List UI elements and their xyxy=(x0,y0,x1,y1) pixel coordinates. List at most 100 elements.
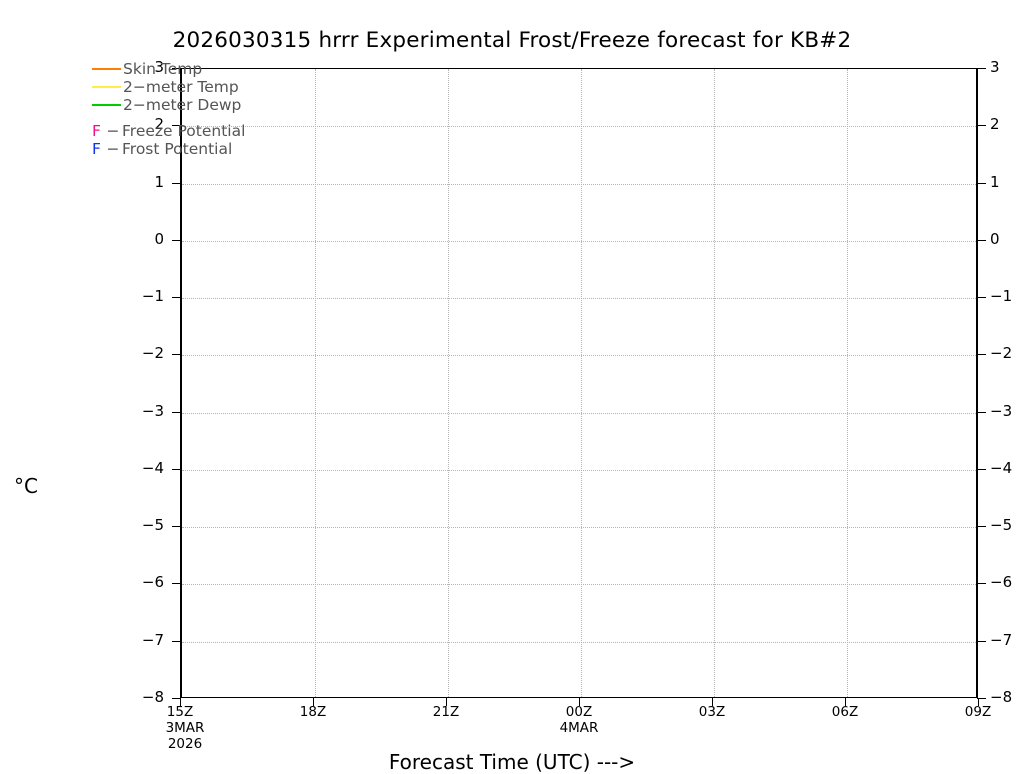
gridline-vertical xyxy=(448,69,449,697)
gridline-horizontal xyxy=(182,469,976,471)
y-axis-label-right: −6 xyxy=(990,573,1013,592)
y-axis-label-left: −4 xyxy=(141,458,164,477)
x-axis-label: 21Z xyxy=(432,704,460,720)
legend-dash-separator: − xyxy=(106,122,120,140)
plot-area xyxy=(180,68,978,698)
legend-item-label: Freeze Potential xyxy=(122,122,246,140)
y-axis-tick-right xyxy=(977,297,986,299)
legend-item[interactable]: F − Frost Potential xyxy=(92,140,245,158)
legend-line-swatch-icon xyxy=(92,104,121,106)
y-axis-label-right: −5 xyxy=(990,516,1013,535)
y-axis-label-right: −4 xyxy=(990,458,1013,477)
y-axis-label-left: −5 xyxy=(141,516,164,535)
y-axis-tick-left xyxy=(172,182,181,184)
y-axis-label-left: −2 xyxy=(141,344,164,363)
legend-item[interactable]: 2−meter Dewp xyxy=(92,96,245,114)
y-axis-tick-left xyxy=(172,239,181,241)
x-axis-title: Forecast Time (UTC) ---> xyxy=(388,750,636,774)
y-axis-tick-left xyxy=(172,68,181,69)
legend-item-label: Frost Potential xyxy=(122,140,233,158)
y-axis-tick-left xyxy=(172,411,181,413)
gridline-vertical xyxy=(714,69,715,697)
legend-dash-separator: − xyxy=(106,140,120,158)
x-axis-tick xyxy=(313,698,314,706)
y-axis-tick-left xyxy=(172,583,181,585)
x-axis-label: 06Z xyxy=(831,704,859,720)
gridline-vertical xyxy=(581,69,582,697)
gridline-horizontal xyxy=(182,355,976,357)
legend-line-swatch-icon xyxy=(92,86,121,88)
y-axis-label-left: −8 xyxy=(141,688,164,706)
y-axis-title: °C xyxy=(14,474,38,498)
x-axis-tick xyxy=(845,698,846,706)
y-axis-tick-right xyxy=(977,583,986,585)
y-axis-label-right: 0 xyxy=(990,229,1000,248)
y-axis-tick-left xyxy=(172,354,181,356)
y-axis-tick-right xyxy=(977,125,986,127)
gridline-vertical xyxy=(847,69,848,697)
y-axis-label-left: −7 xyxy=(141,630,164,649)
legend-item-label: 2−meter Dewp xyxy=(123,96,242,114)
y-axis-label-left: 3 xyxy=(154,58,164,76)
gridline-horizontal xyxy=(182,298,976,300)
y-axis-tick-right xyxy=(977,468,986,470)
y-axis-label-left: 0 xyxy=(154,229,164,248)
y-axis-tick-right xyxy=(977,640,986,642)
x-axis-date-start: 3MAR xyxy=(165,720,205,736)
y-axis-tick-right xyxy=(977,182,986,184)
y-axis-tick-left xyxy=(172,297,181,299)
gridline-horizontal xyxy=(182,584,976,586)
legend-spacer xyxy=(92,114,245,122)
gridline-horizontal xyxy=(182,183,976,185)
legend-item-label: 2−meter Temp xyxy=(123,78,239,96)
legend-letter-marker-icon: F xyxy=(92,122,101,140)
y-axis-tick-right xyxy=(977,239,986,241)
x-axis-date-midnight: 4MAR xyxy=(559,720,599,736)
y-axis-tick-right xyxy=(977,698,986,699)
y-axis-label-left: −6 xyxy=(141,573,164,592)
x-axis-year-start: 2026 xyxy=(167,736,203,752)
y-axis-label-right: 2 xyxy=(990,115,1000,134)
y-axis-tick-left xyxy=(172,698,181,699)
x-axis-label: 09Z xyxy=(964,704,992,720)
y-axis-label-right: −2 xyxy=(990,344,1013,363)
x-axis-tick xyxy=(579,698,580,706)
x-axis-tick xyxy=(180,698,181,706)
y-axis-tick-right xyxy=(977,354,986,356)
y-axis-label-right: −3 xyxy=(990,401,1013,420)
legend-item[interactable]: F − Freeze Potential xyxy=(92,122,245,140)
y-axis-label-left: 2 xyxy=(154,115,164,134)
x-axis-tick xyxy=(712,698,713,706)
x-axis-label: 15Z xyxy=(166,704,194,720)
y-axis-label-right: −1 xyxy=(990,287,1013,306)
y-axis-label-left: −1 xyxy=(141,287,164,306)
y-axis-tick-right xyxy=(977,68,986,69)
y-axis-tick-right xyxy=(977,411,986,413)
gridline-vertical xyxy=(315,69,316,697)
x-axis-tick xyxy=(446,698,447,706)
y-axis-tick-left xyxy=(172,526,181,528)
y-axis-tick-left xyxy=(172,640,181,642)
page-title: 2026030315 hrrr Experimental Frost/Freez… xyxy=(172,28,852,53)
y-axis-label-right: −8 xyxy=(990,688,1013,706)
legend: Skin Temp 2−meter Temp 2−meter Dewp F − Freez… xyxy=(92,60,245,158)
y-axis-label-left: 1 xyxy=(154,172,164,191)
y-axis-label-right: 3 xyxy=(990,58,1000,76)
y-axis-label-right: −7 xyxy=(990,630,1013,649)
legend-item[interactable]: Skin Temp xyxy=(92,60,245,78)
x-axis-label: 18Z xyxy=(299,704,327,720)
gridline-horizontal xyxy=(182,240,976,242)
legend-item-label: Skin Temp xyxy=(123,60,203,78)
gridline-horizontal xyxy=(182,126,976,128)
y-axis-label-left: −3 xyxy=(141,401,164,420)
y-axis-tick-left xyxy=(172,125,181,127)
legend-line-swatch-icon xyxy=(92,68,121,70)
x-axis-label: 00Z xyxy=(565,704,593,720)
y-axis-tick-left xyxy=(172,468,181,470)
legend-letter-marker-icon: F xyxy=(92,140,101,158)
y-axis-tick-right xyxy=(977,526,986,528)
x-axis-label: 03Z xyxy=(698,704,726,720)
legend-item[interactable]: 2−meter Temp xyxy=(92,78,245,96)
y-axis-label-right: 1 xyxy=(990,172,1000,191)
